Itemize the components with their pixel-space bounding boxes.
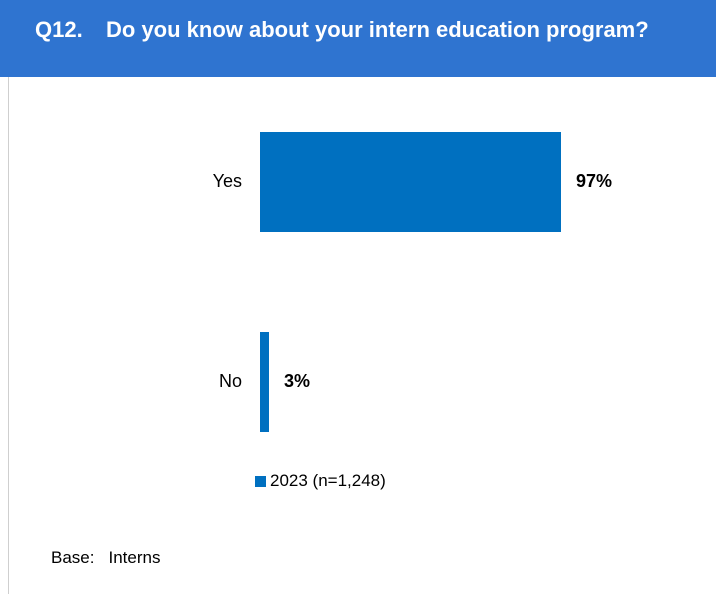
question-text: Do you know about your intern education …	[106, 17, 649, 42]
question-number: Q12.	[35, 17, 83, 42]
frame-border	[8, 77, 9, 594]
value-label-no: 3%	[284, 371, 311, 391]
legend: 2023 (n=1,248)	[255, 471, 386, 491]
base-value: Interns	[108, 548, 161, 567]
base-label: Base:	[51, 548, 95, 567]
legend-swatch	[255, 475, 266, 487]
bar-yes	[260, 132, 561, 232]
category-label-no: No	[218, 371, 242, 391]
question-header: Q12. Do you know about your intern educa…	[0, 0, 716, 77]
category-label-yes: Yes	[212, 171, 242, 191]
base-note: Base: Interns	[51, 548, 160, 568]
legend-label: 2023 (n=1,248)	[270, 471, 386, 490]
value-label-yes: 97%	[576, 171, 613, 191]
bar-no	[260, 332, 269, 432]
